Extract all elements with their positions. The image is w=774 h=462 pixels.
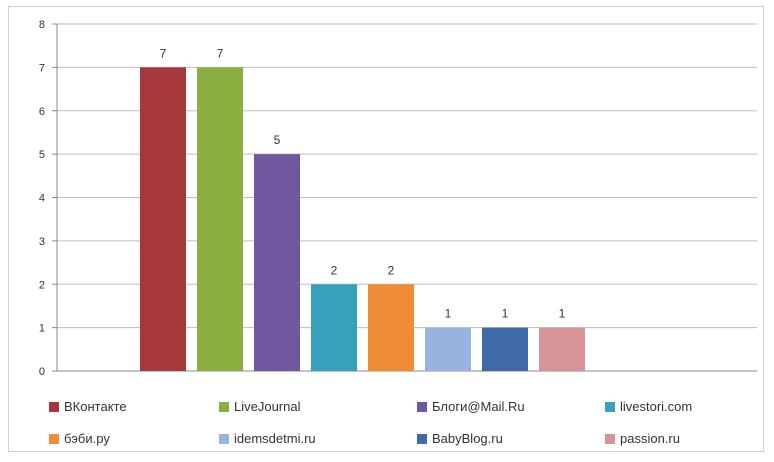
y-tick-label: 1	[39, 323, 45, 335]
chart-frame: 0 1 2 3 4 5 6 7 8 7 7 5 2 2 1 1 1 ВКонтакте LiveJournal Бл…	[8, 6, 764, 452]
data-label: 5	[274, 133, 281, 147]
data-label: 2	[331, 263, 338, 277]
data-label: 2	[388, 263, 395, 277]
legend-label: ВКонтакте	[64, 399, 127, 414]
bar	[482, 327, 528, 371]
data-label: 1	[502, 307, 509, 321]
y-tick-label: 4	[39, 193, 45, 205]
legend-label: бэби.ру	[64, 431, 110, 446]
data-label: 1	[445, 307, 452, 321]
legend-label: BabyBlog.ru	[432, 431, 503, 446]
legend-label: LiveJournal	[234, 399, 301, 414]
bar	[197, 67, 243, 371]
legend-item: BabyBlog.ru	[417, 431, 503, 446]
y-tick-label: 8	[39, 19, 45, 31]
y-tick-label: 2	[39, 279, 45, 291]
data-label: 1	[559, 307, 566, 321]
legend-item: idemsdetmi.ru	[219, 431, 316, 446]
chart-legend: ВКонтакте LiveJournal Блоги@Mail.Ru livesto…	[49, 399, 765, 459]
bar	[368, 284, 414, 371]
legend-swatch	[417, 433, 427, 444]
legend-item: livestori.com	[605, 399, 692, 414]
legend-label: passion.ru	[620, 431, 680, 446]
legend-label: Блоги@Mail.Ru	[432, 399, 525, 414]
legend-swatch	[605, 433, 615, 444]
legend-swatch	[219, 433, 229, 444]
legend-swatch	[417, 401, 427, 412]
legend-swatch	[219, 401, 229, 412]
data-label: 7	[160, 46, 167, 60]
y-tick-label: 0	[39, 366, 45, 378]
y-tick-label: 5	[39, 149, 45, 161]
legend-item: бэби.ру	[49, 431, 110, 446]
legend-item: ВКонтакте	[49, 399, 127, 414]
bar	[140, 67, 186, 371]
y-tick-label: 6	[39, 106, 45, 118]
legend-swatch	[605, 401, 615, 412]
bar-chart: 0 1 2 3 4 5 6 7 8 7 7 5 2 2 1 1 1	[39, 19, 757, 378]
legend-label: livestori.com	[620, 399, 693, 414]
data-label: 7	[217, 46, 224, 60]
y-tick-label: 7	[39, 62, 45, 74]
bar	[425, 327, 471, 371]
legend-item: Блоги@Mail.Ru	[417, 399, 525, 414]
bar	[539, 327, 585, 371]
bar	[254, 154, 300, 371]
legend-swatch	[49, 401, 59, 412]
legend-swatch	[49, 433, 59, 444]
y-tick-label: 3	[39, 236, 45, 248]
legend-item: passion.ru	[605, 431, 680, 446]
legend-label: idemsdetmi.ru	[234, 431, 316, 446]
legend-item: LiveJournal	[219, 399, 301, 414]
bar	[311, 284, 357, 371]
